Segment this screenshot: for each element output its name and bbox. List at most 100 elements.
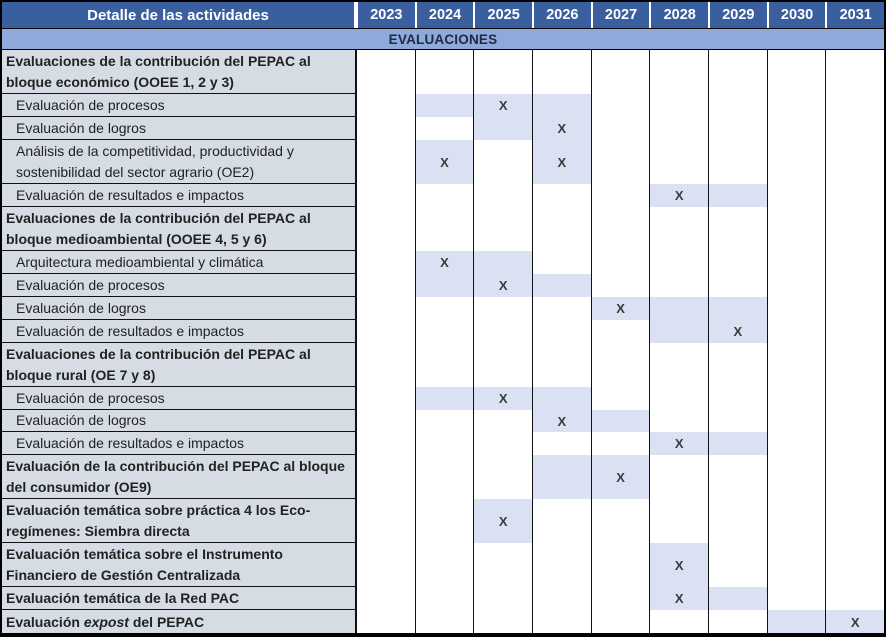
table-header-row: Detalle de las actividades 2023 2024 2025 2…	[2, 2, 884, 29]
activity-label: Evaluaciones de la contribución del PEPA…	[2, 207, 356, 251]
year-cell-2028	[649, 499, 708, 543]
year-cell-2029	[708, 587, 767, 610]
activity-row: Evaluación temática sobre el Instrumento…	[2, 543, 884, 587]
year-cell-2029	[708, 543, 767, 587]
activity-label: Evaluaciones de la contribución del PEPA…	[2, 343, 356, 387]
activity-label: Arquitectura medioambiental y climática	[2, 251, 356, 274]
year-cell-2030	[766, 251, 826, 274]
year-cell-2027	[590, 274, 650, 297]
year-cell-2025	[473, 410, 532, 432]
year-cell-2031	[825, 297, 884, 320]
year-cell-2025	[473, 117, 533, 140]
milestone-x: X	[674, 436, 684, 451]
activity-row: Evaluación de resultados e impactos X	[2, 320, 884, 343]
year-cell-2030	[766, 455, 826, 499]
year-cell-2026	[532, 587, 591, 610]
year-cell-2029	[708, 50, 767, 94]
milestone-x: X	[440, 255, 449, 270]
year-cell-2024	[414, 543, 474, 587]
year-cell-2030	[766, 587, 826, 610]
year-cell-2030	[766, 343, 826, 387]
activity-row: Evaluación de resultados e impactos X	[2, 432, 884, 455]
year-cell-2026	[532, 297, 591, 320]
year-header-2029: 2029	[708, 2, 767, 28]
year-cell-2031	[825, 387, 884, 410]
year-cell-2027	[590, 207, 650, 251]
activity-row: Evaluación de logros X	[2, 117, 884, 140]
year-cell-2025	[473, 432, 532, 455]
activities-column-header: Detalle de las actividades	[2, 2, 356, 28]
milestone-x: X	[674, 188, 684, 203]
year-cell-2023	[356, 432, 415, 455]
year-cell-2026	[532, 387, 591, 410]
year-cell-2023	[356, 610, 415, 633]
activity-row: Evaluación de logros X	[2, 297, 884, 320]
year-cell-2023	[356, 251, 415, 274]
year-cell-2029	[708, 117, 767, 140]
milestone-cell-2026: X	[532, 140, 591, 184]
year-cell-2030	[766, 117, 826, 140]
year-cell-2028	[649, 207, 708, 251]
year-cell-2029	[708, 387, 767, 410]
year-cell-2023	[356, 94, 415, 117]
milestone-cell-2024: X	[414, 140, 474, 184]
activity-row: Evaluación de la contribución del PEPAC …	[2, 455, 884, 499]
activity-label: Evaluación de procesos	[2, 387, 356, 410]
year-cell-2026	[532, 320, 591, 343]
year-cell-2028	[649, 274, 708, 297]
year-cell-2028	[649, 320, 709, 343]
year-cell-2027	[590, 117, 650, 140]
year-cell-2025	[473, 587, 532, 610]
milestone-x: X	[557, 121, 567, 136]
year-cell-2023	[356, 455, 415, 499]
milestone-x: X	[850, 614, 860, 630]
activity-label: Análisis de la competitividad, productiv…	[2, 140, 356, 184]
year-cell-2028	[649, 610, 708, 633]
year-cell-2025	[473, 455, 532, 499]
year-header-2030: 2030	[766, 2, 826, 28]
year-cell-2027	[590, 587, 650, 610]
year-cell-2024	[414, 117, 474, 140]
year-cell-2029	[708, 432, 767, 455]
activity-label: Evaluación temática sobre el Instrumento…	[2, 543, 356, 587]
year-cell-2031	[825, 140, 884, 184]
year-cell-2028	[649, 455, 708, 499]
year-cell-2023	[356, 117, 415, 140]
milestone-cell-2029: X	[708, 320, 767, 343]
year-cell-2031	[825, 343, 884, 387]
year-cell-2026	[532, 207, 591, 251]
activity-label: Evaluaciones de la contribución del PEPA…	[2, 50, 356, 94]
year-cell-2027	[590, 432, 650, 455]
year-cell-2031	[825, 94, 884, 117]
activity-label: Evaluación de resultados e impactos	[2, 184, 356, 207]
year-cell-2030	[766, 410, 826, 432]
year-cell-2029	[708, 455, 767, 499]
year-cell-2023	[356, 207, 415, 251]
year-cell-2024	[414, 455, 474, 499]
activity-row: Evaluación expost del PEPAC X	[2, 610, 884, 633]
milestone-x: X	[498, 98, 508, 113]
year-cell-2026	[532, 543, 591, 587]
year-cell-2023	[356, 184, 415, 207]
year-cell-2030	[766, 432, 826, 455]
activity-label: Evaluación temática sobre práctica 4 los…	[2, 499, 356, 543]
year-cell-2026	[532, 94, 591, 117]
year-cell-2023	[356, 50, 415, 94]
year-cell-2024	[414, 320, 474, 343]
milestone-cell-2026: X	[532, 117, 591, 140]
year-cell-2027	[590, 251, 650, 274]
year-cell-2029	[708, 343, 767, 387]
milestone-cell-2028: X	[649, 543, 709, 587]
year-cell-2023	[356, 587, 415, 610]
year-header-2031: 2031	[825, 2, 884, 28]
year-cell-2031	[825, 410, 884, 432]
activity-row: Evaluaciones de la contribución del PEPA…	[2, 343, 884, 387]
year-cell-2028	[649, 140, 708, 184]
year-cell-2024	[414, 274, 474, 297]
milestone-x: X	[557, 154, 567, 170]
year-cell-2025	[473, 184, 532, 207]
year-cell-2031	[825, 207, 884, 251]
activity-label: Evaluación de resultados e impactos	[2, 432, 356, 455]
year-cell-2026	[532, 455, 591, 499]
